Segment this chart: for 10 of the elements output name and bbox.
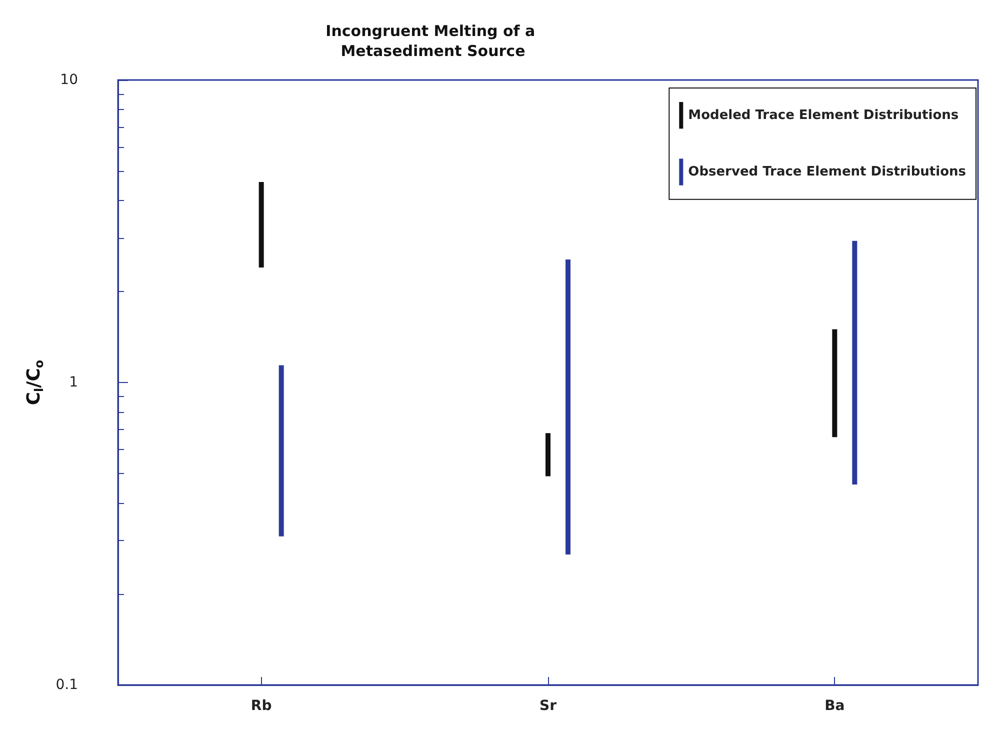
legend-label: Modeled Trace Element Distributions xyxy=(688,108,959,123)
chart-title: Incongruent Melting of a Metasediment Source xyxy=(326,22,540,60)
x-tick-label: Rb xyxy=(250,698,272,714)
legend-label: Observed Trace Element Distributions xyxy=(688,164,966,180)
y-tick-label: 10 xyxy=(60,72,78,88)
x-tick-label: Sr xyxy=(540,698,557,714)
y-tick-label: 0.1 xyxy=(56,677,78,693)
y-axis-title: Cl/Co xyxy=(23,360,46,406)
x-tick-label: Ba xyxy=(824,698,845,714)
y-tick-label: 1 xyxy=(69,374,78,390)
